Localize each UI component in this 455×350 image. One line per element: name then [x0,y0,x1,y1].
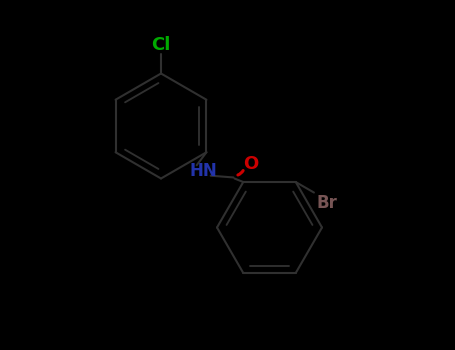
Text: Br: Br [316,194,337,212]
Text: HN: HN [189,162,217,181]
Text: O: O [243,155,258,173]
Text: Cl: Cl [152,36,171,54]
